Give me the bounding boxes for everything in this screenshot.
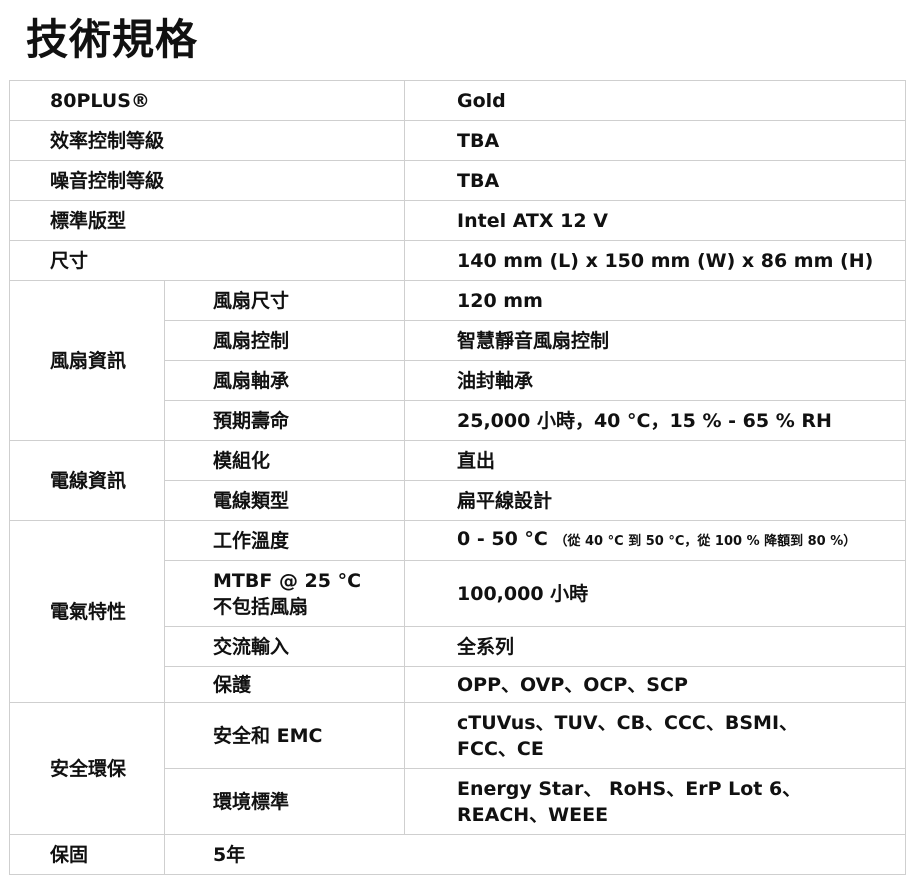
table-row: 80PLUS® Gold — [8, 80, 906, 121]
spec-value: 全系列 — [404, 626, 906, 667]
table-row: 標準版型 Intel ATX 12 V — [8, 200, 906, 241]
spec-label: 電線類型 — [163, 480, 406, 521]
warranty-value: 5年 — [164, 834, 906, 875]
warranty-label: 保固 — [9, 834, 165, 875]
value-line: Energy Star、 RoHS、ErP Lot 6、 — [457, 777, 802, 800]
value-line: FCC、CE — [457, 737, 544, 760]
spec-value: Energy Star、 RoHS、ErP Lot 6、 REACH、WEEE — [404, 768, 906, 835]
spec-value: OPP、OVP、OCP、SCP — [404, 666, 906, 703]
label-line: MTBF @ 25 °C — [213, 569, 362, 592]
spec-value: 0 - 50 °C （從 40 °C 到 50 °C，從 100 % 降額到 8… — [404, 520, 906, 561]
group-label-electrical: 電氣特性 — [9, 520, 165, 703]
value-main: 0 - 50 °C — [457, 528, 548, 550]
spec-value: 直出 — [404, 440, 906, 481]
spec-label: 預期壽命 — [163, 400, 406, 441]
spec-value: TBA — [404, 160, 906, 201]
spec-value: 100,000 小時 — [404, 560, 906, 627]
spec-label: 噪音控制等級 — [8, 160, 406, 201]
spec-value: 油封軸承 — [404, 360, 906, 401]
spec-value: Intel ATX 12 V — [404, 200, 906, 241]
spec-label: 風扇控制 — [163, 320, 406, 361]
spec-label: 保護 — [163, 666, 406, 703]
spec-label: 模組化 — [163, 440, 406, 481]
spec-value: 25,000 小時，40 °C，15 % - 65 % RH — [404, 400, 906, 441]
label-line: 不包括風扇 — [213, 595, 309, 618]
spec-label: 尺寸 — [8, 240, 406, 281]
group-label-safety: 安全環保 — [9, 702, 165, 835]
group-label-cable: 電線資訊 — [9, 440, 165, 521]
spec-label: 風扇軸承 — [163, 360, 406, 401]
spec-label: 風扇尺寸 — [163, 280, 406, 321]
spec-label: 安全和 EMC — [163, 702, 406, 769]
spec-label: 標準版型 — [8, 200, 406, 241]
spec-label: 效率控制等級 — [8, 120, 406, 161]
spec-value: 140 mm (L) x 150 mm (W) x 86 mm (H) — [404, 240, 906, 281]
spec-label: 80PLUS® — [8, 80, 406, 121]
spec-value: 扁平線設計 — [404, 480, 906, 521]
table-row: 效率控制等級 TBA — [8, 120, 906, 161]
spec-value: TBA — [404, 120, 906, 161]
spec-label: 工作溫度 — [163, 520, 406, 561]
spec-value: 智慧靜音風扇控制 — [404, 320, 906, 361]
spec-value: Gold — [404, 80, 906, 121]
spec-label: 交流輸入 — [163, 626, 406, 667]
spec-value: cTUVus、TUV、CB、CCC、BSMI、 FCC、CE — [404, 702, 906, 769]
spec-value: 120 mm — [404, 280, 906, 321]
spec-table: 80PLUS® Gold 效率控制等級 TBA 噪音控制等級 TBA 標準版型 Inte… — [8, 80, 906, 875]
table-row: 尺寸 140 mm (L) x 150 mm (W) x 86 mm (H) — [8, 240, 906, 281]
value-note: （從 40 °C 到 50 °C，從 100 % 降額到 80 %） — [554, 534, 857, 549]
spec-label: MTBF @ 25 °C 不包括風扇 — [163, 560, 406, 627]
value-line: REACH、WEEE — [457, 803, 609, 826]
spec-label: 環境標準 — [163, 768, 406, 835]
value-line: cTUVus、TUV、CB、CCC、BSMI、 — [457, 711, 799, 734]
table-row: 噪音控制等級 TBA — [8, 160, 906, 201]
group-label-fan: 風扇資訊 — [9, 280, 165, 441]
page-title: 技術規格 — [26, 15, 199, 64]
